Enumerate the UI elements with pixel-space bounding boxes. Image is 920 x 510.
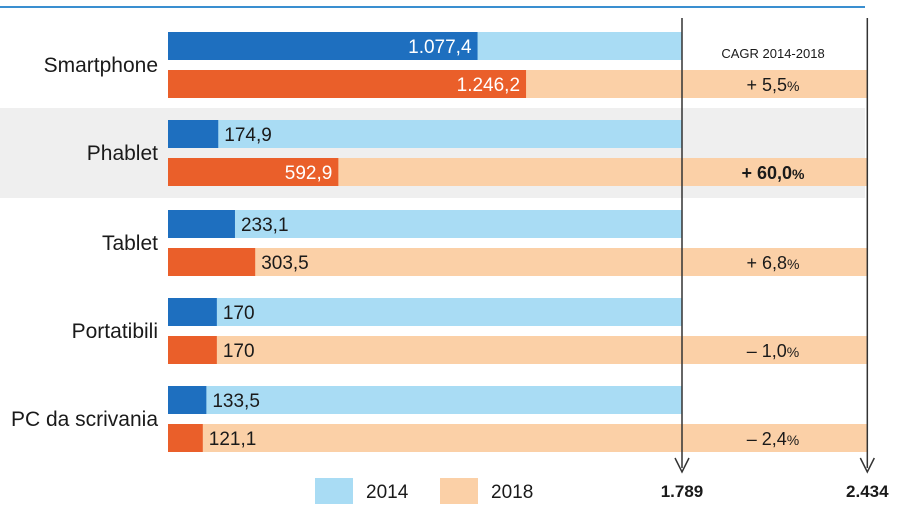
cagr-number: + 5,5 xyxy=(747,75,788,95)
bar-2018-background xyxy=(168,336,868,364)
data-label-2018: 1.246,2 xyxy=(457,75,520,96)
cagr-value: – 2,4% xyxy=(747,429,800,449)
legend-label-2018: 2018 xyxy=(491,482,533,503)
bar-2014-background xyxy=(168,120,682,148)
legend-label-2014: 2014 xyxy=(366,482,409,503)
data-label-2014: 133,5 xyxy=(212,391,260,412)
bar-2014-background xyxy=(168,210,682,238)
category-label: Portatibili xyxy=(72,320,158,343)
cagr-value: – 1,0% xyxy=(747,341,800,361)
data-label-2014: 174,9 xyxy=(224,125,272,146)
bar-2018 xyxy=(168,70,527,98)
cagr-unit: % xyxy=(787,432,799,448)
cagr-unit: % xyxy=(792,166,805,182)
cagr-header: CAGR 2014-2018 xyxy=(721,46,824,61)
cagr-value: + 60,0% xyxy=(742,163,806,183)
bar-2018 xyxy=(168,424,203,452)
bar-2018-background xyxy=(168,424,868,452)
data-label-2018: 592,9 xyxy=(285,163,333,184)
data-label-2018: 170 xyxy=(223,341,255,362)
data-label-2014: 170 xyxy=(223,303,255,324)
bar-2018 xyxy=(168,248,256,276)
cagr-value: + 5,5% xyxy=(747,75,800,95)
cagr-unit: % xyxy=(787,256,799,272)
data-label-2014: 1.077,4 xyxy=(408,37,472,58)
data-label-2014: 233,1 xyxy=(241,215,289,236)
cagr-unit: % xyxy=(787,344,799,360)
bar-2014 xyxy=(168,32,478,60)
bar-2014 xyxy=(168,298,217,326)
category-label: Smartphone xyxy=(44,54,158,77)
total-label: 1.789 xyxy=(661,482,704,501)
cagr-number: + 60,0 xyxy=(742,163,793,183)
total-label: 2.434 xyxy=(846,482,889,501)
category-label: Tablet xyxy=(102,232,158,255)
cagr-number: – 1,0 xyxy=(747,341,787,361)
total-arrow xyxy=(859,457,875,474)
category-label: PC da scrivania xyxy=(11,408,158,431)
bar-2018-background xyxy=(168,248,868,276)
bar-2014 xyxy=(168,210,235,238)
total-arrow xyxy=(674,457,690,474)
bar-2018 xyxy=(168,158,339,186)
cagr-value: + 6,8% xyxy=(747,253,800,273)
cagr-number: + 6,8 xyxy=(747,253,788,273)
bar-2014-background xyxy=(168,386,682,414)
bar-2018 xyxy=(168,336,217,364)
legend-swatch-2014 xyxy=(315,478,353,504)
cagr-unit: % xyxy=(787,78,799,94)
bar-2014 xyxy=(168,120,219,148)
legend-swatch-2018 xyxy=(440,478,478,504)
cagr-number: – 2,4 xyxy=(747,429,787,449)
data-label-2018: 303,5 xyxy=(261,253,309,274)
category-label: Phablet xyxy=(87,142,158,165)
bar-2014-background xyxy=(168,298,682,326)
data-label-2018: 121,1 xyxy=(209,429,257,450)
bar-2014 xyxy=(168,386,207,414)
